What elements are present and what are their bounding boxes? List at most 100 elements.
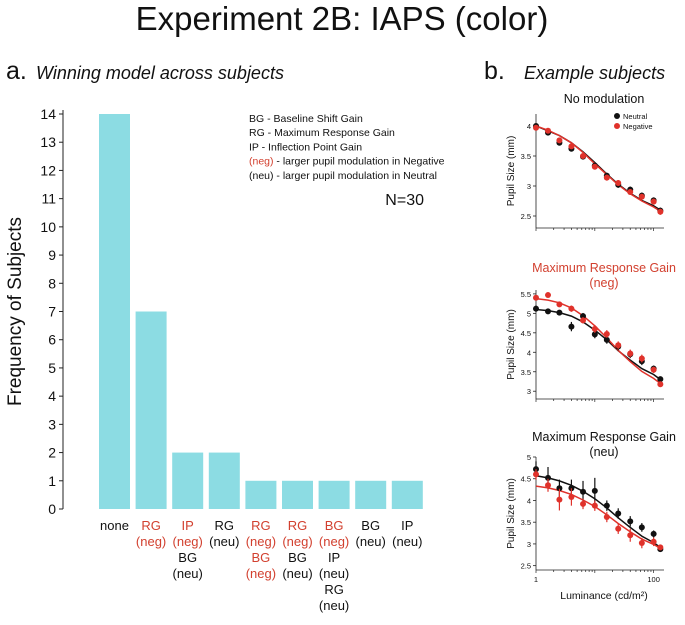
- point-negative: [638, 193, 645, 200]
- point-neutral: [556, 485, 563, 492]
- y-tick-label: 2.5: [521, 212, 531, 221]
- plot-title: Maximum Response Gain: [532, 430, 676, 444]
- category-label: (neu): [209, 534, 239, 549]
- point-neutral: [591, 331, 598, 338]
- category-label: (neg): [319, 534, 349, 549]
- bar-4: [245, 480, 277, 509]
- subject-plot-no-modulation: No modulation 2.5 3 3.5 4 Pupil Size (mm) Neut…: [506, 92, 664, 231]
- category-label: (neg): [136, 534, 166, 549]
- x-tick-label: 1: [534, 575, 538, 584]
- legend-entry: Negative: [623, 122, 653, 131]
- point-negative: [533, 471, 539, 478]
- category-label: RG: [141, 518, 161, 533]
- legend-entry: Neutral: [623, 112, 648, 121]
- point-negative: [638, 540, 645, 547]
- point-negative: [603, 174, 610, 181]
- y-tick-label: 3.5: [521, 152, 531, 161]
- point-neutral: [603, 502, 610, 509]
- point-neutral: [627, 518, 634, 525]
- category-label: (neu): [392, 534, 422, 549]
- point-negative: [603, 513, 610, 520]
- y-tick-label: 4: [527, 122, 531, 131]
- category-label: RG: [251, 518, 271, 533]
- point-negative: [657, 381, 664, 388]
- y-tick-label: 4.5: [521, 475, 531, 484]
- y-tick-label: 1: [48, 473, 56, 489]
- point-negative: [556, 301, 563, 308]
- y-tick-label: 6: [48, 332, 56, 348]
- category-label: (neg): [173, 534, 203, 549]
- y-tick-label: 12: [40, 162, 56, 178]
- point-neutral: [603, 336, 610, 343]
- y-tick-label: 4: [527, 348, 531, 357]
- point-negative: [627, 189, 634, 195]
- panel-b-title: Example subjects: [524, 63, 665, 83]
- point-negative: [556, 137, 563, 144]
- point-negative: [650, 366, 657, 373]
- subject-plot-response-gain-neg: Maximum Response Gain(neg) 3 3.5 4 4.5 5 5.5 Pu…: [506, 261, 676, 402]
- bar-7: [355, 480, 387, 509]
- legend-marker: [614, 113, 620, 119]
- plot-title: No modulation: [564, 92, 645, 106]
- point-negative: [657, 208, 664, 215]
- point-negative: [615, 180, 622, 186]
- point-negative: [627, 532, 634, 539]
- point-neutral: [545, 474, 552, 481]
- point-negative: [533, 294, 539, 301]
- legend-prefix: (neu): [249, 170, 274, 182]
- point-negative: [650, 198, 657, 205]
- point-negative: [603, 330, 610, 337]
- point-negative: [533, 124, 539, 131]
- legend-text: - larger pupil modulation in Negative: [274, 156, 445, 168]
- category-label: (neu): [173, 566, 203, 581]
- y-tick-label: 5.5: [521, 290, 531, 299]
- y-tick-label: 10: [40, 219, 56, 235]
- x-axis-label: Luminance (cd/m²): [560, 590, 648, 602]
- plot-subtitle: (neu): [589, 445, 618, 459]
- subject-plot-response-gain-neu: Maximum Response Gain(neu) 2.5 3 3.5 4 4.5 5 1 1…: [506, 430, 676, 602]
- category-label: (neg): [246, 534, 276, 549]
- point-negative: [615, 525, 622, 532]
- y-tick-label: 4.5: [521, 329, 531, 338]
- point-negative: [650, 538, 657, 545]
- legend-entry: (neu) - larger pupil modulation in Neutr…: [249, 170, 437, 182]
- plot-title: Maximum Response Gain: [532, 261, 676, 275]
- point-negative: [580, 500, 587, 507]
- category-label: none: [100, 518, 129, 533]
- legend-entry: RG - Maximum Response Gain: [249, 127, 395, 139]
- bar-0: [99, 114, 130, 509]
- point-negative: [627, 350, 634, 357]
- point-negative: [591, 325, 598, 332]
- bar-5: [282, 480, 313, 509]
- category-label: BG: [325, 518, 344, 533]
- bar-3: [208, 452, 240, 509]
- point-neutral: [638, 524, 645, 531]
- category-label: RG: [215, 518, 235, 533]
- point-negative: [638, 355, 645, 362]
- category-label: RG: [324, 582, 344, 597]
- legend-entry: (neg) - larger pupil modulation in Negat…: [249, 156, 445, 168]
- point-neutral: [533, 305, 539, 312]
- fit-line-neutral: [535, 474, 661, 549]
- figure-title: Experiment 2B: IAPS (color): [136, 0, 549, 37]
- bar-2: [172, 452, 204, 509]
- y-tick-label: 3.5: [521, 518, 531, 527]
- point-negative: [545, 482, 552, 489]
- category-label: BG: [252, 550, 271, 565]
- y-tick-label: 3: [527, 540, 531, 549]
- y-tick-label: 5: [527, 309, 531, 318]
- point-negative: [545, 292, 552, 299]
- point-neutral: [591, 487, 598, 494]
- y-axis-label: Pupil Size (mm): [506, 478, 517, 549]
- category-label: (neg): [282, 534, 312, 549]
- category-label: IP: [182, 518, 194, 533]
- point-negative: [615, 342, 622, 349]
- y-tick-label: 0: [48, 501, 56, 517]
- category-label: (neu): [356, 534, 386, 549]
- point-negative: [591, 163, 598, 170]
- category-label: (neu): [282, 566, 312, 581]
- bar-6: [318, 480, 350, 509]
- category-label: BG: [361, 518, 380, 533]
